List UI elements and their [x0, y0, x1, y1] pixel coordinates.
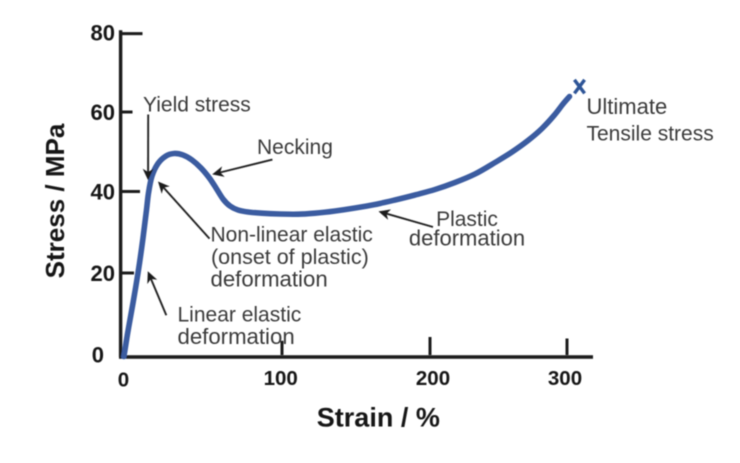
- svg-text:Linear elastic: Linear elastic: [178, 304, 302, 327]
- svg-text:300: 300: [548, 367, 582, 390]
- svg-text:deformation: deformation: [211, 267, 328, 292]
- svg-text:deformation: deformation: [409, 225, 525, 250]
- svg-text:Stress / MPa: Stress / MPa: [40, 123, 70, 278]
- svg-text:80: 80: [91, 20, 115, 45]
- svg-text:Non-linear elastic: Non-linear elastic: [211, 224, 373, 247]
- svg-text:(onset of plastic): (onset of plastic): [211, 245, 369, 269]
- svg-text:60: 60: [91, 100, 115, 125]
- svg-text:0: 0: [118, 369, 129, 392]
- svg-text:Necking: Necking: [257, 136, 333, 159]
- svg-text:Plastic: Plastic: [436, 208, 498, 231]
- svg-text:Strain / %: Strain / %: [317, 402, 440, 432]
- svg-text:0: 0: [92, 342, 104, 367]
- svg-text:100: 100: [264, 367, 298, 390]
- svg-text:40: 40: [91, 180, 115, 205]
- svg-text:20: 20: [91, 261, 115, 286]
- svg-text:deformation: deformation: [178, 324, 295, 349]
- svg-text:Yield stress: Yield stress: [143, 94, 251, 117]
- svg-text:200: 200: [416, 367, 450, 390]
- svg-text:Ultimate: Ultimate: [587, 94, 668, 119]
- svg-text:Tensile stress: Tensile stress: [587, 123, 714, 146]
